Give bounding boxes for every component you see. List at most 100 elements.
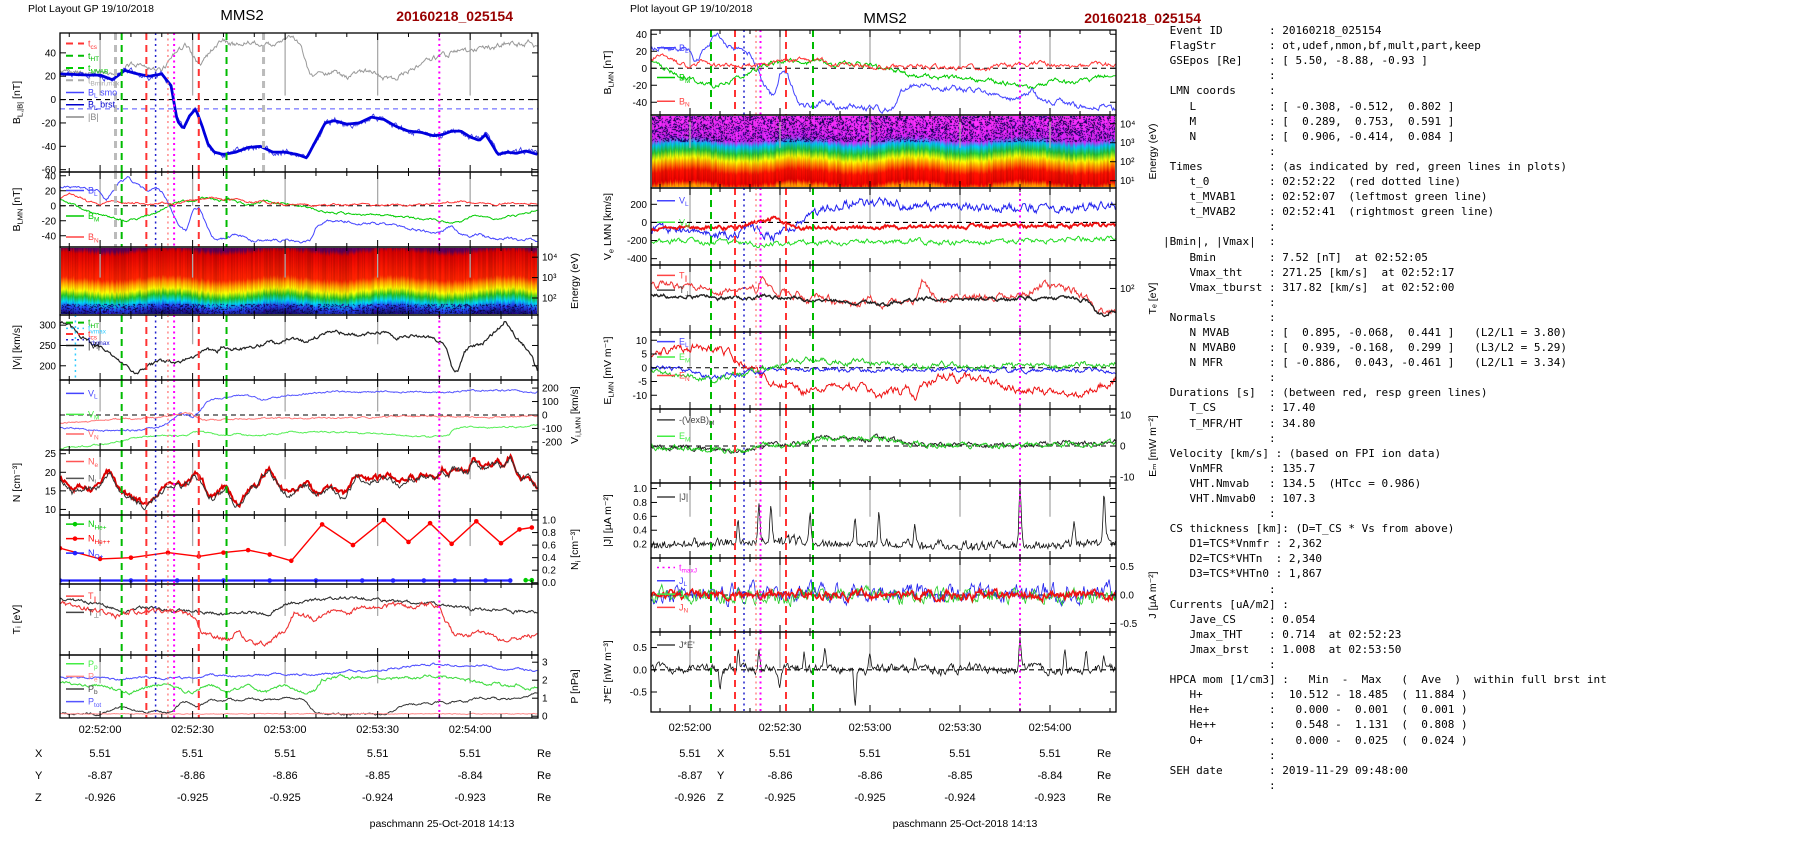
left-pos-value: 5.51 <box>274 748 296 760</box>
middle-pos-value: 5.51 <box>1039 748 1061 760</box>
svg-text:10⁴: 10⁴ <box>1120 119 1135 130</box>
svg-text:250: 250 <box>39 341 56 352</box>
svg-text:BL,|B| [nT]: BL,|B| [nT] <box>11 81 25 124</box>
svg-text:15: 15 <box>45 486 57 497</box>
middle-pos-value: -0.925 <box>854 792 886 804</box>
info-line-8: N : [ 0.906, -0.414, 0.084 ] <box>1163 129 1455 143</box>
svg-text:2: 2 <box>542 676 548 687</box>
svg-text:VM: VM <box>679 217 690 229</box>
svg-text:NO+: NO+ <box>88 548 104 560</box>
left-pos-value: -8.85 <box>365 770 391 782</box>
middle-pos-value: -8.87 <box>677 770 703 782</box>
left-panel-ion-spectrogram: 10⁴ 10³ 10² Energy (eV) <box>0 246 581 316</box>
middle-pos-row-y: Y <box>717 770 725 782</box>
info-line-6: L : [ -0.308, -0.512, 0.802 ] <box>1163 99 1455 113</box>
middle-pos-value: -0.924 <box>944 792 976 804</box>
info-line-22: N MVAB0 : [ 0.939, -0.168, 0.299 ] (L3/L… <box>1163 341 1567 355</box>
info-line-20: Normals : <box>1163 310 1276 324</box>
info-line-35: D1=TCS*Vnmfr : 2,362 <box>1163 537 1322 551</box>
svg-text:0.0: 0.0 <box>1120 591 1134 602</box>
svg-text:3: 3 <box>542 658 548 669</box>
svg-text:|Vᵢ| [km/s]: |Vᵢ| [km/s] <box>11 325 23 370</box>
svg-text:0.5: 0.5 <box>1120 562 1134 573</box>
svg-text:100: 100 <box>542 397 559 408</box>
svg-text:0.5: 0.5 <box>633 643 647 654</box>
info-line-33: : <box>1163 507 1276 521</box>
svg-text:Ni [cm⁻³]: Ni [cm⁻³] <box>569 529 583 570</box>
info-line-9: : <box>1163 144 1276 158</box>
middle-pos-value: 5.51 <box>679 748 701 760</box>
svg-text:tvmax: tvmax <box>88 323 107 335</box>
middle-pos-value: -0.923 <box>1034 792 1066 804</box>
info-line-43: : <box>1163 658 1276 672</box>
svg-text:Tᵢ [eV]: Tᵢ [eV] <box>11 605 23 635</box>
middle-pos-value: -0.925 <box>764 792 796 804</box>
svg-text:0: 0 <box>50 95 56 106</box>
svg-text:tHT: tHT <box>88 51 99 63</box>
svg-text:Pe: Pe <box>88 671 98 683</box>
svg-text:0: 0 <box>641 363 647 374</box>
svg-text:-200: -200 <box>627 236 647 247</box>
svg-text:10: 10 <box>1120 411 1132 422</box>
svg-text:40: 40 <box>45 171 57 182</box>
svg-text:|B|: |B| <box>88 112 99 122</box>
left-pos-value: -0.925 <box>269 792 301 804</box>
info-line-0: : <box>1163 9 1170 22</box>
middle-panel-ve-lmn: 200 0 -200 -400 Ve LMN [km/s] VL VM <box>545 187 1225 266</box>
svg-text:JL: JL <box>679 576 688 588</box>
middle-pos-row-z: Z <box>717 792 724 804</box>
left-plot-footer: paschmann 25-Oct-2018 14:13 <box>369 818 515 830</box>
info-line-5: LMN coords : <box>1163 84 1276 98</box>
middle-plot-footer: paschmann 25-Oct-2018 14:13 <box>892 818 1038 830</box>
left-pos-value: 5.51 <box>459 748 481 760</box>
svg-text:J*E' [nW m⁻³]: J*E' [nW m⁻³] <box>602 640 614 704</box>
left-layout-label: Plot Layout GP 19/10/2018 <box>28 3 154 15</box>
svg-text:1.0: 1.0 <box>633 484 647 495</box>
svg-text:Pb: Pb <box>88 684 98 696</box>
middle-panel-j-lmn: 0.5 0.0 -0.5 J [µA m⁻²] tmaxJ JL JM JN <box>545 557 1225 633</box>
svg-text:0.2: 0.2 <box>633 540 647 551</box>
middle-time-tick: 02:52:00 <box>668 722 712 734</box>
svg-text:-400: -400 <box>627 254 647 265</box>
middle-panel-j-mag: 1.0 0.8 0.6 0.4 0.2 |J| [µA m⁻²] |J| <box>545 482 1225 559</box>
middle-electron-spectrogram-image <box>652 116 1115 187</box>
svg-text:VL: VL <box>88 388 98 400</box>
left-pos-row-y: Y <box>35 770 43 782</box>
left-panel-bl-babs: 40 20 0 -20 -40 -60 BL,|B| [nT] tcs tHT tMVAB tBmi… <box>0 32 560 176</box>
middle-pos-row-x: X <box>717 748 725 760</box>
svg-text:0.6: 0.6 <box>633 512 647 523</box>
info-line-46: He+ : 0.000 - 0.001 ( 0.001 ) <box>1163 703 1468 717</box>
svg-text:-20: -20 <box>42 216 57 227</box>
left-pos-value: -8.86 <box>272 770 298 782</box>
svg-text:tcs: tcs <box>88 39 97 51</box>
info-line-30: VnMFR : 135.7 <box>1163 461 1316 475</box>
info-line-41: Jmax_THT : 0.714 at 02:52:23 <box>1163 627 1402 641</box>
left-panel-pressure: 3 2 1 0 P [nPa] Pp Pe Pb Ptot <box>0 654 581 723</box>
svg-text:10²: 10² <box>542 294 557 305</box>
info-line-2: FlagStr : ot,udef,nmon,bf,mult,part,keep <box>1163 39 1481 53</box>
middle-plot-title: MMS2 <box>863 10 907 27</box>
svg-text:EM: EM <box>679 352 690 364</box>
middle-plot: Plot layout GP 19/10/2018 MMS2 20160218_… <box>545 0 1225 841</box>
info-line-37: D3=TCS*VHTn0 : 1,867 <box>1163 567 1322 581</box>
svg-text:40: 40 <box>636 30 648 41</box>
svg-text:P [nPa]: P [nPa] <box>569 669 581 703</box>
svg-text:0: 0 <box>641 64 647 75</box>
info-line-29: Velocity [km/s] : (based on FPI ion data… <box>1163 446 1442 460</box>
left-pos-value: -0.924 <box>362 792 394 804</box>
svg-text:-(VexB)M: -(VexB)M <box>679 415 714 427</box>
info-line-38: : <box>1163 582 1276 596</box>
svg-text:EL: EL <box>679 337 689 349</box>
info-line-1: Event ID : 20160218_025154 <box>1163 24 1382 38</box>
info-line-17: Vmax_tht : 271.25 [km/s] at 02:52:17 <box>1163 265 1455 279</box>
svg-text:40: 40 <box>45 48 57 59</box>
svg-text:1: 1 <box>542 694 548 705</box>
info-line-25: Durations [s] : (between red, resp green… <box>1163 386 1488 400</box>
middle-pos-unit: Re <box>1097 770 1112 782</box>
svg-text:20: 20 <box>45 72 57 83</box>
middle-time-tick: 02:52:30 <box>758 722 802 734</box>
svg-text:BLMN [nT]: BLMN [nT] <box>602 50 616 94</box>
svg-text:300: 300 <box>39 321 56 332</box>
svg-text:-0.5: -0.5 <box>1120 619 1138 630</box>
middle-panel-jdote: 0.5 0.0 -0.5 J*E' [nW m⁻³] J*E' <box>545 631 1225 713</box>
